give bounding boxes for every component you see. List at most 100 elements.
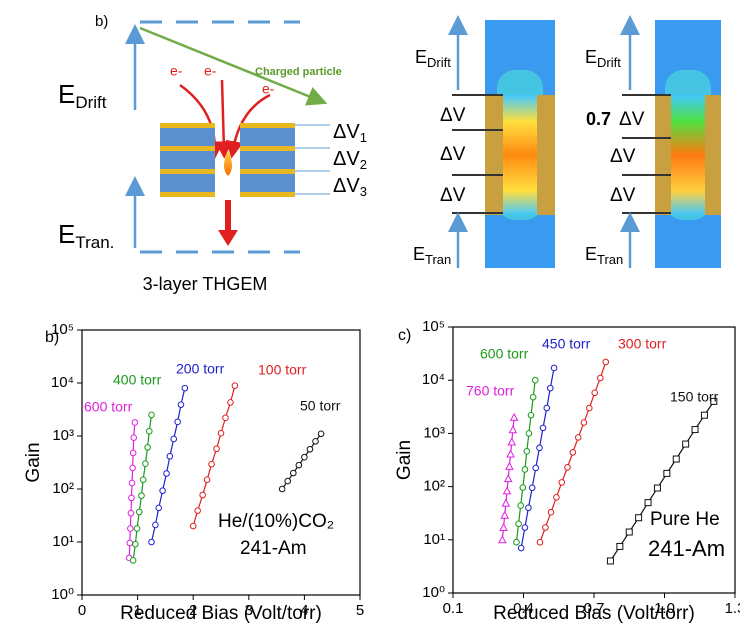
series-line (152, 388, 185, 542)
field-map: EDrift 0.7 ΔV ΔV ΔV ETran (585, 20, 721, 268)
marker (565, 465, 571, 471)
annotation: He/(10%)CO₂ (218, 511, 334, 532)
marker (518, 503, 524, 509)
delta-v-label: ΔV (619, 109, 645, 130)
marker (514, 539, 520, 545)
particle-label: Charged particle (255, 66, 342, 78)
e-tran-label: ETran (585, 244, 623, 268)
delta-v-label: ΔV (610, 146, 636, 167)
electron-label: e- (204, 63, 217, 79)
marker (232, 383, 238, 389)
marker (507, 450, 514, 457)
marker (570, 450, 576, 456)
marker (547, 385, 553, 391)
series-label: 760 torr (466, 383, 515, 399)
delta-v-label: ΔV (440, 144, 466, 165)
marker (508, 438, 515, 445)
marker (701, 412, 707, 418)
e-main: E (58, 219, 75, 249)
marker (502, 500, 509, 507)
marker (522, 525, 528, 531)
y-tick-label: 10² (423, 478, 445, 495)
field-map: EDrift ΔV ΔV ΔV ETran (413, 20, 555, 268)
marker (526, 431, 532, 437)
marker (505, 475, 512, 482)
marker (130, 558, 136, 564)
marker (313, 439, 319, 445)
marker (218, 430, 224, 436)
e-sub: Tran. (75, 233, 114, 252)
marker (182, 385, 188, 391)
marker (190, 523, 196, 529)
electron-path (222, 80, 224, 150)
x-axis-title: Reduced Bias (Volt/torr) (120, 603, 322, 624)
marker (543, 525, 549, 531)
marker (520, 485, 526, 491)
y-tick-label: 10¹ (52, 533, 74, 550)
thgem-diagram: b) EDrift ETran. Charged particle e- e- … (58, 13, 367, 294)
marker (636, 515, 642, 521)
electron-label: e- (170, 63, 183, 79)
marker (516, 521, 522, 527)
series-line (193, 386, 235, 526)
marker (200, 492, 206, 498)
marker (128, 526, 134, 532)
e-main: E (58, 79, 75, 109)
marker (160, 488, 166, 494)
marker (575, 435, 581, 441)
marker (607, 558, 613, 564)
marker (518, 545, 524, 551)
marker (279, 486, 285, 492)
dv-sub: 2 (360, 157, 367, 172)
series-label: 50 torr (300, 398, 341, 414)
series-label: 600 torr (84, 399, 133, 415)
factor-label: 0.7 (586, 109, 611, 129)
marker (603, 359, 609, 365)
y-tick-label: 10⁵ (422, 318, 445, 335)
panel-label: b) (95, 13, 108, 30)
y-tick-label: 10⁰ (51, 586, 74, 603)
marker (506, 463, 513, 470)
series-label: 450 torr (542, 336, 591, 352)
marker (134, 526, 140, 532)
marker (509, 426, 516, 433)
e-main: E (585, 47, 597, 67)
marker (524, 449, 530, 455)
marker (664, 470, 670, 476)
marker (504, 487, 511, 494)
marker (617, 543, 623, 549)
marker (143, 461, 149, 467)
series-label: 100 torr (258, 362, 307, 378)
dv-sub: 1 (360, 130, 367, 145)
marker (532, 377, 538, 383)
marker (302, 454, 308, 460)
y-tick-label: 10⁴ (51, 374, 74, 391)
marker (540, 425, 546, 431)
y-tick-label: 10¹ (423, 531, 445, 548)
annotation: Pure He (650, 509, 720, 530)
marker (228, 400, 234, 406)
marker (131, 435, 137, 441)
annotation: 241-Am (648, 536, 725, 561)
marker (533, 465, 539, 471)
marker (130, 450, 136, 456)
dv-main: ΔV (333, 148, 360, 170)
marker (307, 446, 313, 452)
marker (140, 477, 146, 483)
marker (127, 540, 133, 546)
marker (296, 462, 302, 468)
e-main: E (413, 244, 425, 264)
marker (139, 493, 145, 499)
panel-label: c) (398, 327, 411, 344)
marker (544, 405, 550, 411)
marker (592, 390, 598, 396)
marker (683, 441, 689, 447)
marker (223, 415, 229, 421)
marker (129, 495, 135, 501)
e-tran-label: ETran. (58, 219, 114, 253)
delta-v-label: ΔV3 (333, 175, 367, 199)
panel-label: b) (45, 329, 59, 346)
e-sub: Drift (597, 55, 621, 70)
marker (528, 412, 534, 418)
series-label: 600 torr (480, 346, 529, 362)
